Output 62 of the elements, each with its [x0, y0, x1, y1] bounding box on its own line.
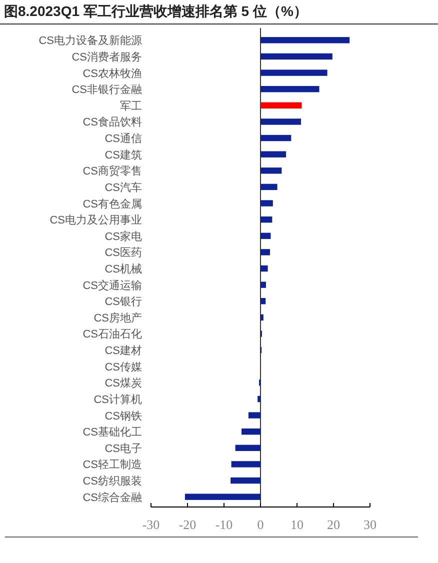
x-tick-label: -30: [142, 517, 160, 532]
y-tick-label: CS电力及公用事业: [50, 214, 142, 227]
y-tick-label: CS建材: [104, 344, 142, 358]
bar: [235, 444, 260, 452]
y-tick-label: CS纺织服装: [82, 474, 142, 488]
y-tick-label: CS银行: [104, 296, 142, 308]
bar: [260, 70, 328, 76]
bar: [260, 200, 273, 206]
x-tick-label: -20: [178, 517, 196, 532]
y-tick-label: CS电子: [104, 442, 142, 455]
bar: [260, 265, 268, 272]
bar: [230, 477, 260, 484]
y-tick-label: CS房地产: [94, 311, 142, 324]
x-tick-label: 20: [327, 517, 340, 532]
y-tick-label: CS医药: [104, 246, 142, 260]
y-tick-label: CS食品饮料: [82, 116, 142, 129]
bar: [242, 428, 260, 435]
bar: [260, 232, 271, 239]
y-tick-label: CS非银行金融: [72, 83, 142, 96]
bar: [260, 134, 292, 142]
bar: [260, 168, 282, 174]
y-tick-label: CS商贸零售: [82, 164, 142, 178]
y-tick-label: CS基础化工: [82, 426, 142, 439]
y-tick-label: CS计算机: [94, 392, 142, 406]
y-tick-label: CS综合金融: [82, 490, 142, 504]
bar: [260, 314, 264, 321]
bar: [260, 37, 350, 44]
y-tick-label: CS钢铁: [104, 410, 142, 422]
y-tick-label: CS电力设备及新能源: [38, 34, 142, 48]
bar: [260, 249, 270, 256]
y-tick-label: CS有色金属: [82, 198, 142, 210]
x-tick-label: 10: [290, 517, 304, 532]
y-tick-label: CS煤炭: [104, 376, 142, 390]
y-tick-label: CS机械: [104, 262, 142, 276]
bar: [260, 118, 302, 125]
x-tick-label: 30: [364, 517, 376, 532]
bar: [231, 461, 260, 468]
chart-title: 图8.2023Q1 军工行业营收增速排名第 5 位（%）: [4, 3, 308, 19]
bar: [260, 53, 332, 60]
y-tick-label: CS石油石化: [82, 328, 142, 341]
bar: [260, 151, 286, 158]
x-tick-label: -10: [215, 517, 233, 532]
bar: [260, 216, 272, 223]
y-tick-label: CS消费者服务: [72, 50, 142, 64]
bar: [184, 494, 260, 500]
y-tick-label: CS传媒: [104, 361, 142, 374]
y-tick-label: CS农林牧渔: [82, 66, 142, 80]
y-tick-label: CS通信: [104, 132, 142, 146]
x-tick-label: 0: [257, 517, 264, 532]
y-tick-label: CS交通运输: [82, 278, 142, 292]
bar: [248, 412, 260, 418]
bar: [260, 102, 302, 108]
y-tick-label: CS家电: [104, 230, 142, 243]
y-tick-label: CS汽车: [104, 180, 142, 194]
bar: [260, 184, 278, 190]
bar: [258, 396, 260, 402]
bar: [260, 86, 320, 92]
bar: [260, 282, 266, 288]
y-tick-label: CS轻工制造: [82, 458, 142, 472]
y-tick-label: 军工: [120, 100, 142, 112]
y-tick-label: CS建筑: [104, 148, 142, 162]
bar: [260, 298, 266, 304]
